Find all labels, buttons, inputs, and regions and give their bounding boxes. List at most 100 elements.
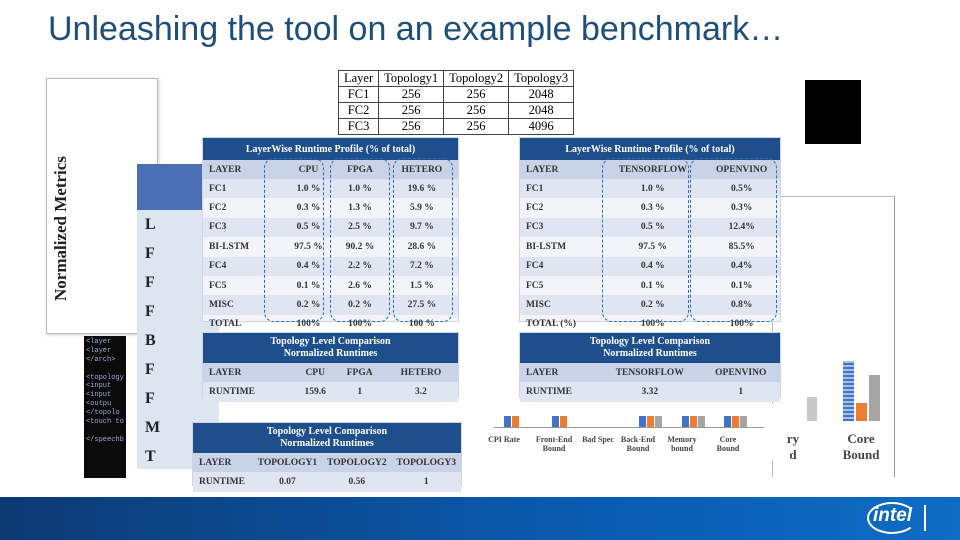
table-row: RUNTIME 3.32 1 <box>520 382 780 402</box>
panel-title-line: Topology Level Comparison <box>266 426 388 437</box>
table-cell: 0.2 % <box>282 295 335 315</box>
panel-title-row: Topology Level Comparison Normalized Runt… <box>520 333 780 363</box>
column-header: CPU <box>294 363 336 382</box>
table-row: FC2 0.3 % 0.3% <box>520 198 780 217</box>
chart-bar <box>698 416 705 427</box>
code-line: <touch to <box>86 418 124 427</box>
panel-subtitle-line: Normalized Runtimes <box>283 348 378 359</box>
code-line: <layer <box>86 338 112 346</box>
table-cell: RUNTIME <box>193 472 253 492</box>
chart-category-label: ry d <box>786 431 800 462</box>
table-row: FC2 256 256 2048 <box>337 102 575 119</box>
chart-category-label: Back-End Bound <box>620 435 656 453</box>
chart-bar <box>560 416 567 427</box>
table-cell: FC5 <box>209 280 227 291</box>
table-cell: FC2 <box>526 203 544 214</box>
table-row: MISC 0.2 % 0.2 % 27.5 % <box>203 295 458 315</box>
code-line: </arch> <box>86 355 116 364</box>
table-cell: FC3 <box>520 217 603 238</box>
chart-bar <box>647 416 654 427</box>
table-cell: 28.6 % <box>407 241 437 252</box>
topology-comparison-panel-3: Topology Level Comparison Normalized Runt… <box>192 422 462 492</box>
table-cell: FC5 <box>526 280 544 291</box>
table-row: TOTAL 100% 100% 100 % <box>203 315 458 334</box>
code-snippet: <layer <layer </arch> <topology <input <input… <box>84 336 126 478</box>
column-header: HETERO <box>385 160 458 179</box>
runtime-profile-panel-1: LayerWise Runtime Profile (% of total) LA… <box>202 137 459 329</box>
table-cell: 97.5 % <box>638 241 668 252</box>
panel-title-line: Topology Level Comparison <box>589 336 711 347</box>
table-cell: 100% <box>296 319 321 330</box>
code-line <box>86 365 124 374</box>
chart-category-label: Core Bound <box>716 435 740 453</box>
code-line: <layer <box>86 346 112 355</box>
column-header: TOPOLOGY3 <box>391 453 461 472</box>
column-header: FPGA <box>335 363 384 382</box>
table-cell: 3.32 <box>598 382 702 402</box>
table-cell: BI-LSTM <box>209 241 250 252</box>
table-cell: 1.0 % <box>334 179 386 199</box>
table-header: Topology1 <box>378 70 445 87</box>
table-row: FC3 256 256 4096 <box>337 118 575 135</box>
chart-bar <box>869 375 880 421</box>
chart-bar <box>843 361 854 421</box>
table-cell: MISC <box>520 295 603 315</box>
chart-category-label: CPI Rate <box>488 435 520 444</box>
table-row: RUNTIME 159.6 1 3.2 <box>203 382 458 402</box>
chart-category-label: Bad Spec <box>582 435 614 444</box>
chart-bar <box>655 416 662 427</box>
table-row: MISC 0.2 % 0.8% <box>520 295 780 315</box>
table-row: RUNTIME 0.07 0.56 1 <box>193 472 461 492</box>
topdown-chart-fragment: CPI Rate Front-End Bound Bad Spec Back-End … <box>484 404 774 460</box>
column-header: TOPOLOGY1 <box>252 453 323 472</box>
table-cell: 4096 <box>508 118 575 135</box>
column-header: HETERO <box>383 363 458 382</box>
table-cell: FC4 <box>520 256 603 276</box>
table-cell: 0.4 % <box>282 256 335 276</box>
table-cell: 256 <box>443 102 510 119</box>
table-cell: 0.3% <box>730 203 753 214</box>
table-cell: 100% <box>640 319 665 330</box>
column-header: OPENVINO <box>703 160 780 179</box>
code-line: </topolo <box>86 409 120 418</box>
table-cell: 12.4% <box>703 217 780 238</box>
code-line: <topology <box>86 373 124 382</box>
table-cell: 1 <box>391 472 461 492</box>
table-cell: 0.4 % <box>602 256 704 276</box>
table-cell: 0.5% <box>703 179 780 199</box>
table-cell: 0.5 % <box>282 217 335 238</box>
table-cell: 7.2 % <box>385 256 458 276</box>
table-cell: FC3 <box>337 118 380 135</box>
column-header: TENSORFLOW <box>598 363 702 382</box>
table-cell: 1.0 % <box>282 179 335 199</box>
table-cell: FC2 <box>209 203 227 214</box>
table-cell: 256 <box>443 118 510 135</box>
background-table-letter: F <box>145 361 155 378</box>
column-header: LAYER <box>203 363 295 382</box>
table-cell: 0.1 % <box>640 280 665 291</box>
code-line: <outpu <box>86 400 112 409</box>
table-cell: 1.5 % <box>410 280 434 291</box>
table-row: BI-LSTM 97.5 % 90.2 % 28.6 % <box>203 237 458 256</box>
table-cell: 1 <box>335 382 384 402</box>
column-header: LAYER <box>520 363 599 382</box>
table-cell: 100% <box>729 319 754 330</box>
table-cell: 100% <box>348 319 372 330</box>
table-cell: 0.2 % <box>602 295 704 315</box>
panel-title: Topology Level Comparison Normalized Runt… <box>203 333 458 363</box>
chart-bar <box>740 416 747 427</box>
table-cell: 2.2 % <box>334 256 386 276</box>
column-header-row: LAYER TENSORFLOW OPENVINO <box>520 160 780 179</box>
table-cell: 100 % <box>408 319 435 330</box>
table-cell: 0.3 % <box>296 203 321 214</box>
chart-bar <box>639 416 646 427</box>
table-row: FC3 0.5 % 2.5 % 9.7 % <box>203 217 458 238</box>
table-cell: 1.3 % <box>348 203 372 214</box>
table-row: FC4 0.4 % 0.4% <box>520 256 780 276</box>
chart-bar <box>512 416 519 427</box>
code-line <box>86 427 124 436</box>
panel-title: LayerWise Runtime Profile (% of total) <box>520 138 780 160</box>
intel-logo: intel <box>866 502 926 534</box>
table-cell: 0.5 % <box>602 217 704 238</box>
column-header: FPGA <box>334 160 386 179</box>
